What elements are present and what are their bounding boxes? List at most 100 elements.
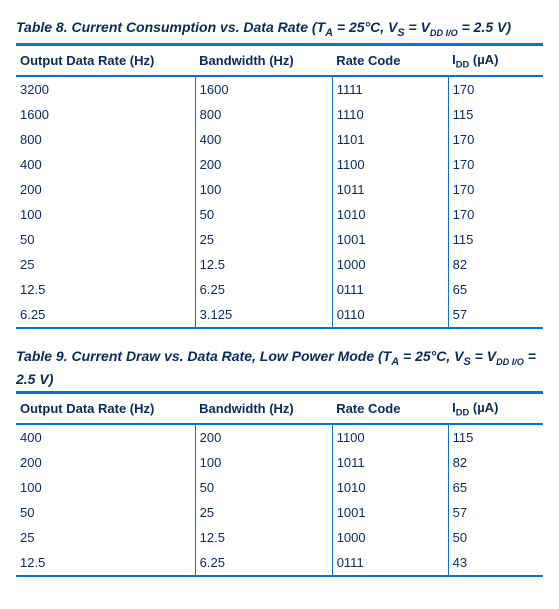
table-row: 16008001110115 [16,102,543,127]
col-header-bw: Bandwidth (Hz) [195,392,332,424]
title-text: = V [405,19,430,35]
table-cell: 170 [448,152,543,177]
table-cell: 25 [16,252,195,277]
title-text: = 25°C, V [333,19,397,35]
col-header-rc: Rate Code [332,44,448,76]
table-row: 320016001111170 [16,76,543,102]
table-cell: 170 [448,202,543,227]
table-cell: 12.5 [195,525,332,550]
table-cell: 100 [16,202,195,227]
table-cell: 0111 [332,550,448,576]
title-text: = 25°C, V [399,348,463,364]
table-cell: 43 [448,550,543,576]
table-cell: 400 [16,152,195,177]
table-row: 12.56.25011165 [16,277,543,302]
table-cell: 100 [195,450,332,475]
title-sub: DD I/O [496,357,524,367]
table-cell: 50 [195,475,332,500]
table-cell: 1000 [332,525,448,550]
title-text: = 2.5 V) [458,19,511,35]
table9: Output Data Rate (Hz) Bandwidth (Hz) Rat… [16,391,543,578]
table8: Output Data Rate (Hz) Bandwidth (Hz) Rat… [16,43,543,330]
table-cell: 82 [448,450,543,475]
table-cell: 6.25 [16,302,195,328]
table-cell: 1010 [332,475,448,500]
table-row: 5025100157 [16,500,543,525]
table-cell: 800 [16,127,195,152]
col-header-rc: Rate Code [332,392,448,424]
table-cell: 50 [448,525,543,550]
table-cell: 0110 [332,302,448,328]
table-row: 2001001011170 [16,177,543,202]
table-row: 10050101065 [16,475,543,500]
table-cell: 1600 [195,76,332,102]
table-cell: 200 [16,177,195,202]
table-cell: 1001 [332,500,448,525]
table-row: 12.56.25011143 [16,550,543,576]
title-sub: S [397,27,404,39]
table-cell: 170 [448,127,543,152]
title-sub: A [391,356,399,368]
table-row: 8004001101170 [16,127,543,152]
table-cell: 50 [16,500,195,525]
table-cell: 12.5 [195,252,332,277]
table-cell: 1110 [332,102,448,127]
table-cell: 100 [195,177,332,202]
table-cell: 170 [448,76,543,102]
table-row: 200100101182 [16,450,543,475]
table-cell: 6.25 [195,550,332,576]
title-text: Table 9. Current Draw vs. Data Rate, Low… [16,348,391,364]
title-text: = V [471,348,496,364]
title-text: Table 8. Current Consumption vs. Data Ra… [16,19,325,35]
col-header-odr: Output Data Rate (Hz) [16,392,195,424]
table-cell: 65 [448,277,543,302]
table-cell: 115 [448,102,543,127]
table-cell: 170 [448,177,543,202]
table-cell: 3.125 [195,302,332,328]
table-cell: 65 [448,475,543,500]
table-cell: 12.5 [16,550,195,576]
col-header-idd-sub: DD [456,59,470,69]
table-cell: 100 [16,475,195,500]
table-cell: 25 [195,227,332,252]
col-header-idd-post: (µA) [469,52,498,67]
table-cell: 57 [448,302,543,328]
col-header-idd: IDD (µA) [448,392,543,424]
table-cell: 25 [16,525,195,550]
table-row: 50251001115 [16,227,543,252]
table8-body: 3200160011111701600800111011580040011011… [16,76,543,328]
table-cell: 400 [195,127,332,152]
table-cell: 200 [195,424,332,450]
table-cell: 1011 [332,450,448,475]
table-cell: 3200 [16,76,195,102]
table9-title: Table 9. Current Draw vs. Data Rate, Low… [16,347,543,388]
table-row: 4002001100170 [16,152,543,177]
table-row: 6.253.125011057 [16,302,543,328]
table-cell: 6.25 [195,277,332,302]
table-cell: 200 [195,152,332,177]
col-header-idd-post: (µA) [469,400,498,415]
table-row: 2512.5100082 [16,252,543,277]
table-cell: 115 [448,227,543,252]
col-header-idd-sub: DD [456,407,470,417]
table-cell: 1011 [332,177,448,202]
table-cell: 115 [448,424,543,450]
table-row: 2512.5100050 [16,525,543,550]
table-cell: 1000 [332,252,448,277]
table9-body: 4002001100115200100101182100501010655025… [16,424,543,576]
title-sub: A [325,27,333,39]
col-header-bw: Bandwidth (Hz) [195,44,332,76]
table-cell: 1001 [332,227,448,252]
table8-title: Table 8. Current Consumption vs. Data Ra… [16,18,543,41]
table-cell: 25 [195,500,332,525]
col-header-idd: IDD (µA) [448,44,543,76]
title-sub: S [463,356,470,368]
table-cell: 1100 [332,152,448,177]
col-header-odr: Output Data Rate (Hz) [16,44,195,76]
table-cell: 50 [16,227,195,252]
table-cell: 200 [16,450,195,475]
table-cell: 1100 [332,424,448,450]
table-cell: 50 [195,202,332,227]
table-cell: 0111 [332,277,448,302]
table-cell: 82 [448,252,543,277]
